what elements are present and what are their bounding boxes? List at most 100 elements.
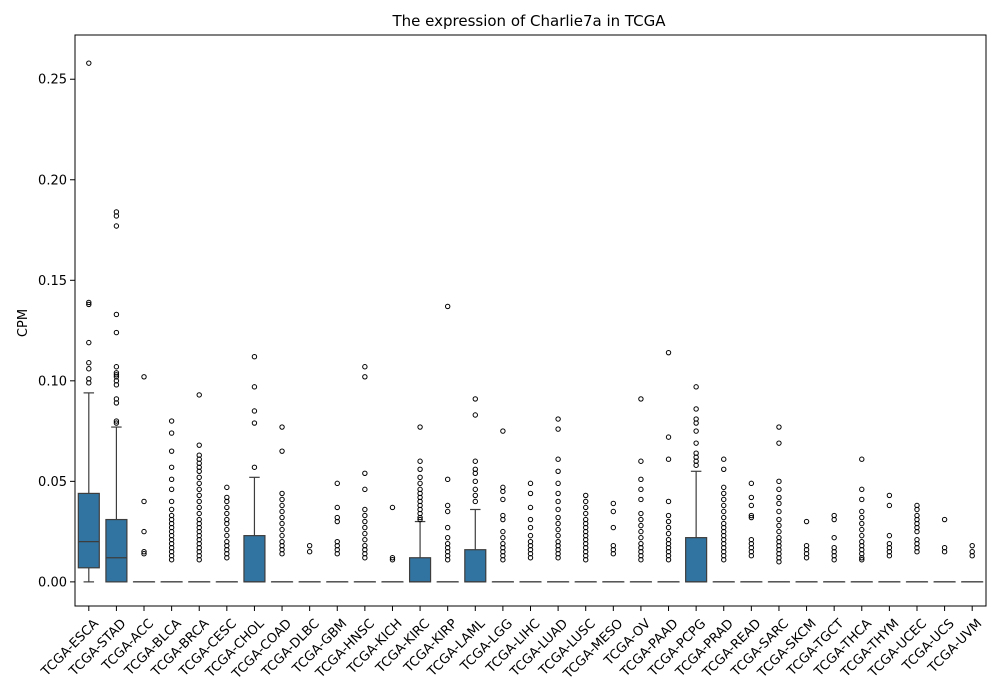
outlier-point (527, 524, 534, 531)
outlier-point (444, 524, 451, 531)
outlier-point (859, 526, 865, 533)
box-iqr (77, 492, 100, 569)
box-group (602, 500, 625, 583)
outlier-point (251, 420, 258, 426)
outlier-point (555, 468, 561, 474)
box-group (381, 504, 404, 583)
outlier-point (941, 549, 948, 555)
outlier-point (638, 396, 644, 402)
box-group (464, 396, 487, 583)
outlier-point (859, 520, 865, 527)
outlier-point (168, 476, 175, 483)
outlier-point (665, 456, 672, 462)
outlier-point (279, 448, 285, 454)
outlier-point (555, 555, 561, 561)
outlier-point (113, 364, 120, 370)
outlier-point (196, 392, 202, 398)
outlier-point (721, 502, 727, 509)
outlier-point (113, 372, 120, 378)
outlier-point (444, 303, 451, 310)
outlier-point (168, 506, 175, 513)
outlier-point (196, 480, 202, 487)
y-tick-label: 0.20 (38, 173, 67, 188)
outlier-point (721, 466, 727, 472)
outlier-point (638, 534, 644, 541)
y-tick-label: 0.05 (38, 475, 67, 490)
outlier-point (693, 462, 699, 468)
outlier-point (279, 532, 285, 539)
outlier-point (555, 526, 561, 533)
outlier-point (748, 553, 755, 559)
outlier-point (251, 353, 258, 360)
outlier-point (665, 524, 672, 531)
outlier-point (665, 512, 672, 519)
outlier-point (224, 532, 230, 539)
outlier-point (555, 506, 561, 513)
outlier-point (113, 382, 120, 388)
outlier-point (196, 442, 202, 448)
box-group (850, 456, 873, 583)
y-axis-label: CPM (16, 309, 31, 337)
outlier-point (168, 418, 175, 424)
outlier-point (334, 551, 340, 557)
outlier-point (969, 553, 975, 559)
y-tick-label: 0.10 (38, 374, 67, 389)
outlier-point (389, 557, 396, 563)
box-group (270, 424, 294, 583)
outlier-point (859, 496, 865, 503)
outlier-point (417, 516, 423, 523)
outlier-point (721, 484, 727, 491)
box-group (188, 392, 211, 583)
outlier-point (444, 476, 451, 483)
outlier-point (417, 424, 423, 430)
outlier-point (527, 516, 534, 523)
outlier-point (527, 490, 534, 497)
outlier-point (610, 508, 617, 515)
outlier-point (279, 424, 285, 430)
outlier-point (776, 478, 782, 485)
outlier-point (748, 512, 755, 519)
outlier-point (665, 349, 672, 356)
outlier-point (886, 553, 893, 559)
outlier-point (417, 480, 423, 487)
outlier-point (555, 426, 561, 432)
outlier-point (665, 530, 672, 537)
outlier-point (638, 557, 644, 563)
outlier-point (251, 384, 258, 390)
outlier-point (113, 223, 120, 229)
outlier-point (224, 526, 230, 533)
outlier-point (417, 466, 423, 472)
outlier-point (362, 470, 368, 477)
box-group (491, 428, 514, 583)
outlier-point (196, 557, 202, 563)
outlier-point (86, 339, 92, 346)
outlier-point (306, 542, 313, 549)
outlier-point (417, 514, 423, 521)
outlier-point (141, 549, 147, 555)
box-iqr (243, 535, 266, 583)
outlier-point (196, 510, 202, 517)
outlier-point (86, 380, 92, 386)
outlier-point (141, 528, 147, 535)
outlier-point (610, 524, 617, 531)
outlier-point (279, 551, 285, 557)
outlier-point (306, 549, 313, 555)
outlier-point (886, 502, 893, 509)
outlier-point (859, 557, 865, 563)
box-group (629, 396, 653, 583)
outlier-point (500, 496, 506, 503)
box-group (132, 374, 156, 583)
outlier-point (472, 412, 478, 418)
box-group (105, 209, 128, 583)
outlier-point (500, 516, 506, 523)
outlier-point (279, 520, 285, 527)
outlier-point (583, 498, 589, 505)
outlier-point (748, 502, 755, 509)
outlier-point (113, 420, 120, 426)
outlier-point (86, 60, 92, 66)
outlier-point (886, 492, 893, 499)
outlier-point (803, 518, 810, 525)
outlier-point (555, 416, 561, 422)
outlier-point (196, 492, 202, 499)
outlier-point (555, 456, 561, 462)
